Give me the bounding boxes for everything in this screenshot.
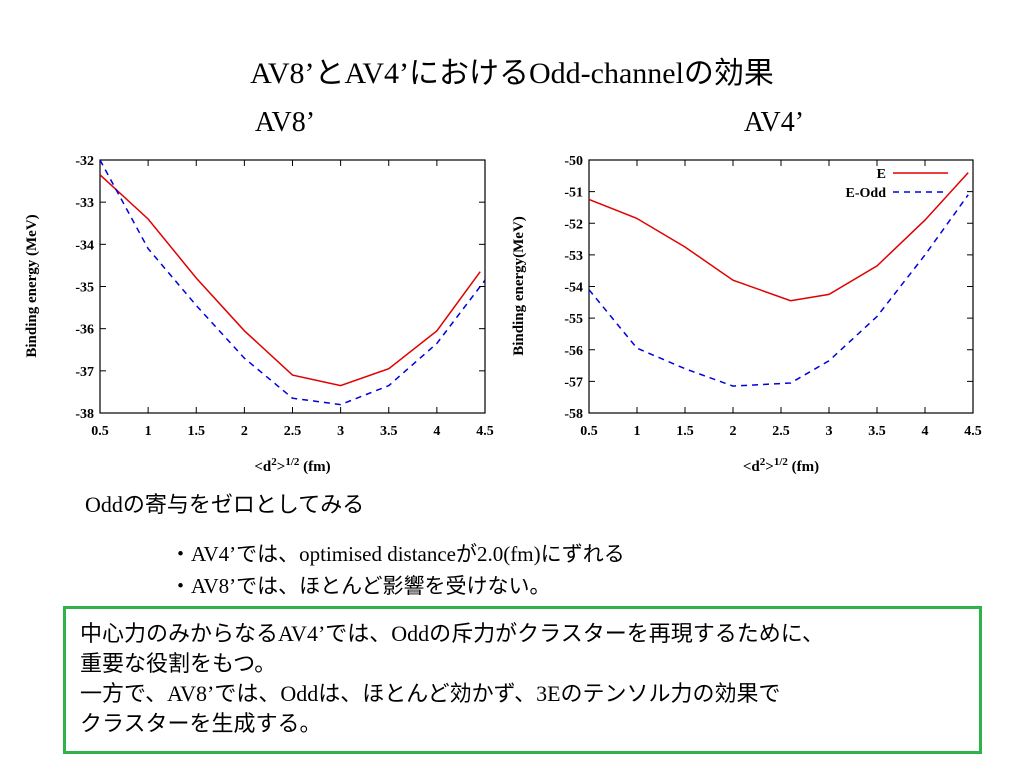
chart-av8: 0.5 1 1.5 2 2.5 3 3.5 4 4.5 -32 -33 -34 -35 -36 -37 -38… [24, 154, 494, 475]
x-axis-label-part: > [765, 459, 774, 475]
bullet-av4: ・AV4’では、optimised distanceが2.0(fm)にずれる [170, 542, 625, 566]
x-axis-label-part: 1/2 [774, 456, 789, 468]
y-tick-label: -58 [564, 407, 583, 422]
x-tick-label: 3 [826, 424, 833, 439]
note-text: Oddの寄与をゼロとしてみる [85, 492, 365, 517]
series-line-1 [100, 160, 485, 406]
x-axis-label: <d2>1/2 (fm) [254, 456, 330, 475]
y-tick-label: -37 [75, 365, 94, 380]
y-tick-label: -35 [75, 281, 94, 296]
x-tick-label: 2 [730, 424, 737, 439]
y-tick-label: -33 [75, 196, 94, 211]
x-axis-label-part: > [277, 459, 286, 475]
y-axis-label: Binding energy (MeV) [24, 214, 40, 357]
x-axis-label-part: <d [743, 459, 761, 475]
legend-label: E-Odd [846, 186, 887, 201]
x-tick-label: 1 [634, 424, 641, 439]
x-tick-label: 2.5 [772, 424, 790, 439]
x-tick-label: 2.5 [284, 424, 302, 439]
x-axis-label-part: (fm) [299, 459, 330, 475]
x-tick-label: 4.5 [964, 424, 982, 439]
series-line-e-odd [589, 194, 969, 387]
legend-label: E [877, 167, 886, 182]
x-tick-label: 3 [337, 424, 344, 439]
y-tick-label: -38 [75, 407, 94, 422]
y-tick-label: -51 [564, 186, 583, 201]
conclusion-line: クラスターを生成する。 [80, 711, 322, 736]
x-tick-label: 2 [241, 424, 248, 439]
conclusion-box: 中心力のみからなるAV4’では、Oddの斥力がクラスターを再現するために、 重要… [63, 606, 982, 754]
y-tick-label: -52 [564, 217, 583, 232]
y-tick-label: -50 [564, 154, 583, 169]
x-axis-label-part: <d [254, 459, 272, 475]
x-tick-label: 3.5 [868, 424, 886, 439]
x-tick-label: 1 [145, 424, 152, 439]
x-axis-label-part: (fm) [788, 459, 819, 475]
y-tick-label: -57 [564, 375, 583, 390]
conclusion-line: 重要な役割をもつ。 [80, 651, 277, 676]
y-tick-label: -53 [564, 249, 583, 264]
y-tick-label: -56 [564, 344, 583, 359]
series-line-e [589, 172, 969, 302]
x-tick-label: 3.5 [380, 424, 398, 439]
series-line-0 [100, 174, 481, 387]
x-tick-label: 0.5 [580, 424, 598, 439]
x-tick-label: 4 [433, 424, 440, 439]
slide-title: AV8’とAV4’におけるOdd-channelの効果 [250, 57, 774, 90]
y-tick-label: -55 [564, 312, 583, 327]
x-axis-label: <d2>1/2 (fm) [743, 456, 819, 475]
bullet-av8: ・AV8’では、ほとんど影響を受けない。 [170, 574, 551, 598]
x-tick-label: 1.5 [676, 424, 694, 439]
chart-title-av4: AV4’ [743, 107, 805, 138]
x-axis-label-part: 2 [760, 456, 766, 468]
x-tick-label: 1.5 [188, 424, 206, 439]
x-axis-label-part: 2 [271, 456, 277, 468]
chart-av4: 0.5 1 1.5 2 2.5 3 3.5 4 4.5 -50 -51 -52 -53 -54 -55 -56… [511, 154, 982, 475]
charts-canvas: 0.5 1 1.5 2 2.5 3 3.5 4 4.5 -32 -33 -34 -35 -36 -37 -38… [24, 154, 982, 475]
y-tick-label: -36 [75, 323, 94, 338]
x-tick-label: 4 [922, 424, 929, 439]
conclusion-line: 一方で、AV8’では、Oddは、ほとんど効かず、3Eのテンソル力の効果で [80, 681, 781, 706]
y-axis-label: Binding energy(MeV) [511, 216, 527, 356]
y-tick-label: -34 [75, 238, 94, 253]
x-axis-label-part: 1/2 [285, 456, 300, 468]
x-tick-label: 0.5 [91, 424, 109, 439]
x-tick-label: 4.5 [476, 424, 494, 439]
y-tick-label: -54 [564, 281, 583, 296]
plot-frame [588, 159, 974, 414]
chart-title-av8: AV8’ [254, 107, 316, 138]
y-tick-label: -32 [75, 154, 94, 169]
conclusion-line: 中心力のみからなるAV4’では、Oddの斥力がクラスターを再現するために、 [80, 621, 825, 646]
